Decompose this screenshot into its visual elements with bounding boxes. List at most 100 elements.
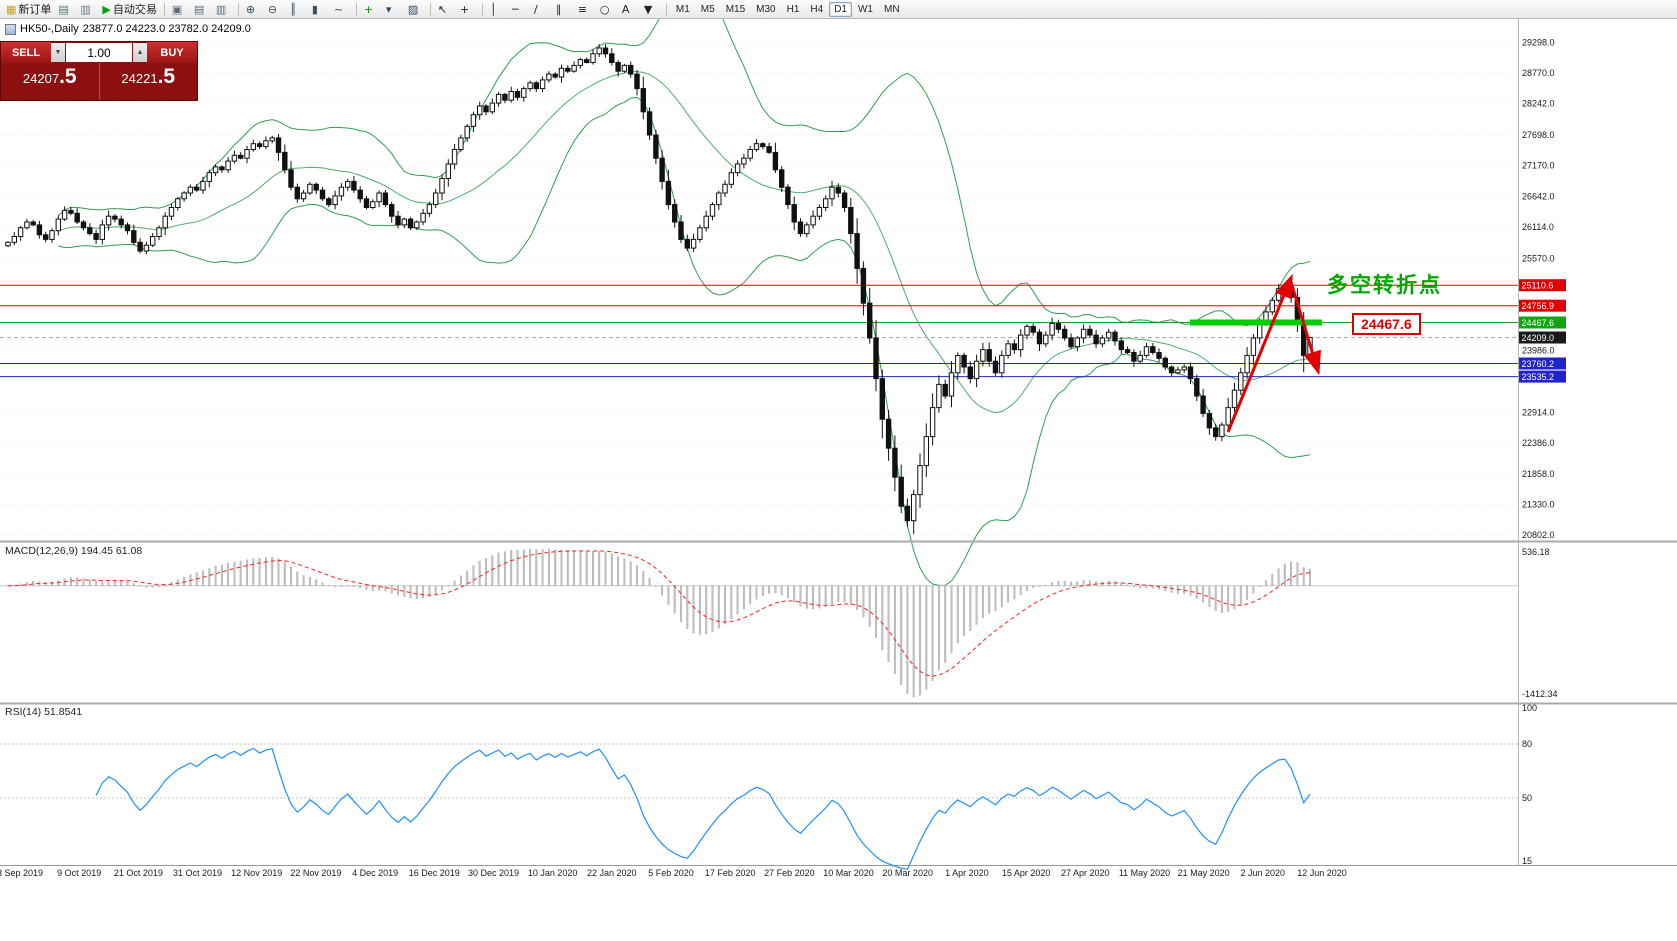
volume-input[interactable]: 1.00 bbox=[66, 43, 132, 62]
candlestick-chart-icon: ▮ bbox=[311, 2, 318, 16]
price-badge-label: 24756.9 bbox=[1522, 301, 1555, 311]
arrow-tool-icon: ▼ bbox=[643, 2, 653, 16]
date-tick-label: 3 Sep 2019 bbox=[0, 868, 43, 878]
timeframe-h4-button[interactable]: H4 bbox=[810, 3, 824, 15]
shapes-button[interactable]: ○ bbox=[597, 0, 618, 18]
tile-horizontal-button[interactable]: ▤ bbox=[191, 0, 212, 18]
autotrading-button-label: 自动交易 bbox=[112, 4, 157, 16]
timeframe-m5-button[interactable]: M5 bbox=[700, 3, 715, 15]
sell-price-main: 24207 bbox=[22, 71, 60, 86]
horizontal-line-button[interactable]: ─ bbox=[509, 0, 530, 18]
price-tick-label: 26642.0 bbox=[1522, 191, 1555, 201]
tile-vertical-icon: ▥ bbox=[215, 2, 227, 16]
channel-button[interactable]: ∥ bbox=[553, 0, 574, 18]
price-tick-label: 25570.0 bbox=[1522, 254, 1555, 264]
cascade-windows-button[interactable]: ▣ bbox=[169, 0, 190, 18]
line-chart-icon: ~ bbox=[333, 2, 344, 16]
rsi-pane: 100 80 50 15 bbox=[0, 703, 1537, 870]
trade-panel-prices: 24207 .5 24221 .5 bbox=[1, 63, 197, 100]
sell-price[interactable]: 24207 .5 bbox=[1, 63, 99, 100]
indicators-button[interactable]: + bbox=[361, 0, 382, 18]
volume-increase-button[interactable]: ▲ bbox=[133, 43, 147, 62]
buy-price[interactable]: 24221 .5 bbox=[98, 63, 198, 100]
buy-button[interactable]: BUY bbox=[147, 42, 197, 63]
price-badges: 25110.6 24756.9 24467.6 24209.0 23760.2 23535… bbox=[1519, 279, 1566, 383]
vertical-line-button[interactable]: │ bbox=[487, 0, 508, 18]
chart-list-icon: ▤ bbox=[58, 2, 69, 16]
price-tick-label: 27170.0 bbox=[1522, 161, 1555, 171]
candlestick-chart-button[interactable]: ▮ bbox=[309, 0, 330, 18]
templates-button[interactable]: ▨ bbox=[405, 0, 426, 18]
date-tick-label: 22 Nov 2019 bbox=[290, 868, 341, 878]
timeframe-m30-button[interactable]: M30 bbox=[756, 3, 776, 15]
one-click-trading-panel: SELL ▼ 1.00 ▲ BUY 24207 .5 24221 .5 bbox=[0, 41, 198, 101]
sell-button[interactable]: SELL bbox=[1, 42, 51, 63]
chart-window-icon bbox=[5, 23, 16, 35]
macd-scale-top: 536.18 bbox=[1522, 547, 1550, 557]
profiles-button[interactable]: ▥ bbox=[77, 0, 98, 18]
toolbar-separator bbox=[429, 2, 431, 16]
timeframe-d1-button[interactable]: D1 bbox=[829, 1, 852, 17]
trendline-button[interactable]: / bbox=[531, 0, 552, 18]
trend-arrows[interactable] bbox=[1226, 273, 1321, 433]
zoom-out-button[interactable]: ⊖ bbox=[265, 0, 286, 18]
timeframe-m1-button[interactable]: M1 bbox=[675, 3, 690, 15]
price-tick-label: 20802.0 bbox=[1522, 530, 1555, 540]
cursor-icon: ↖ bbox=[437, 2, 448, 16]
cascade-windows-icon: ▣ bbox=[171, 2, 183, 16]
date-tick-label: 17 Feb 2020 bbox=[705, 868, 756, 878]
date-tick-label: 12 Nov 2019 bbox=[231, 868, 282, 878]
chart-background bbox=[0, 19, 1677, 941]
templates-icon: ▨ bbox=[407, 2, 419, 16]
shapes-icon: ○ bbox=[599, 2, 610, 16]
timeframe-m15-button[interactable]: M15 bbox=[725, 3, 746, 15]
fibonacci-button[interactable]: ≡ bbox=[575, 0, 596, 18]
symbol-period-label: HK50-,Daily bbox=[20, 23, 79, 35]
zoom-out-icon: ⊖ bbox=[267, 2, 278, 16]
bar-chart-button[interactable]: ║ bbox=[287, 0, 308, 18]
toolbar-separator bbox=[665, 2, 667, 16]
timeframe-w1-button[interactable]: W1 bbox=[857, 3, 873, 15]
highlight-segment[interactable] bbox=[1190, 319, 1322, 326]
price-level-box[interactable]: 24467.6 bbox=[1352, 313, 1421, 335]
timeframe-mn-button[interactable]: MN bbox=[883, 3, 900, 15]
horizontal-line-icon: ─ bbox=[511, 2, 519, 16]
price-tick-label: 28770.0 bbox=[1522, 68, 1555, 78]
new-order-button[interactable]: ▦ 新订单 bbox=[3, 0, 54, 18]
price-tick-label: 26114.0 bbox=[1522, 222, 1554, 232]
chart-list-button[interactable]: ▤ bbox=[55, 0, 76, 18]
toolbar-separator bbox=[237, 2, 239, 16]
price-badge-label: 23760.2 bbox=[1522, 359, 1555, 369]
price-tick-label: 21330.0 bbox=[1522, 500, 1555, 510]
date-tick-label: 9 Oct 2019 bbox=[57, 868, 101, 878]
text-button[interactable]: A bbox=[619, 0, 640, 18]
date-tick-label: 30 Dec 2019 bbox=[468, 868, 519, 878]
price-scale: 29298.0 28770.0 28242.0 27698.0 27170.0 26642… bbox=[1522, 37, 1555, 540]
volume-decrease-button[interactable]: ▼ bbox=[51, 43, 65, 62]
rsi-scale-label: 100 bbox=[1522, 703, 1537, 713]
toolbar-separator bbox=[481, 2, 483, 16]
date-tick-label: 11 May 2020 bbox=[1119, 868, 1170, 878]
ohlc-values: 23877.0 24223.0 23782.0 24209.0 bbox=[82, 23, 251, 35]
crosshair-button[interactable]: + bbox=[457, 0, 478, 18]
cursor-button[interactable]: ↖ bbox=[435, 0, 456, 18]
pane-splitters[interactable] bbox=[0, 19, 1677, 866]
date-tick-label: 12 Jun 2020 bbox=[1297, 868, 1347, 878]
price-badge-label: 24209.0 bbox=[1522, 333, 1555, 343]
date-tick-label: 27 Feb 2020 bbox=[764, 868, 815, 878]
line-chart-button[interactable]: ~ bbox=[331, 0, 352, 18]
price-tick-label: 23986.0 bbox=[1522, 345, 1555, 355]
trendline-icon: / bbox=[533, 2, 538, 16]
zoom-in-button[interactable]: ⊕ bbox=[243, 0, 264, 18]
date-tick-label: 21 May 2020 bbox=[1178, 868, 1230, 878]
arrow-tool-button[interactable]: ▼ bbox=[641, 0, 662, 18]
autotrading-button[interactable]: ▶ 自动交易 bbox=[99, 0, 159, 18]
tile-vertical-button[interactable]: ▥ bbox=[213, 0, 234, 18]
date-tick-label: 16 Dec 2019 bbox=[409, 868, 460, 878]
period-dropdown-button[interactable]: ▾ bbox=[383, 0, 404, 18]
date-tick-label: 10 Jan 2020 bbox=[528, 868, 578, 878]
period-dropdown-icon: ▾ bbox=[385, 2, 392, 16]
profiles-icon: ▥ bbox=[80, 2, 91, 16]
timeframe-h1-button[interactable]: H1 bbox=[786, 3, 800, 15]
rsi-scale-label: 80 bbox=[1522, 739, 1532, 749]
